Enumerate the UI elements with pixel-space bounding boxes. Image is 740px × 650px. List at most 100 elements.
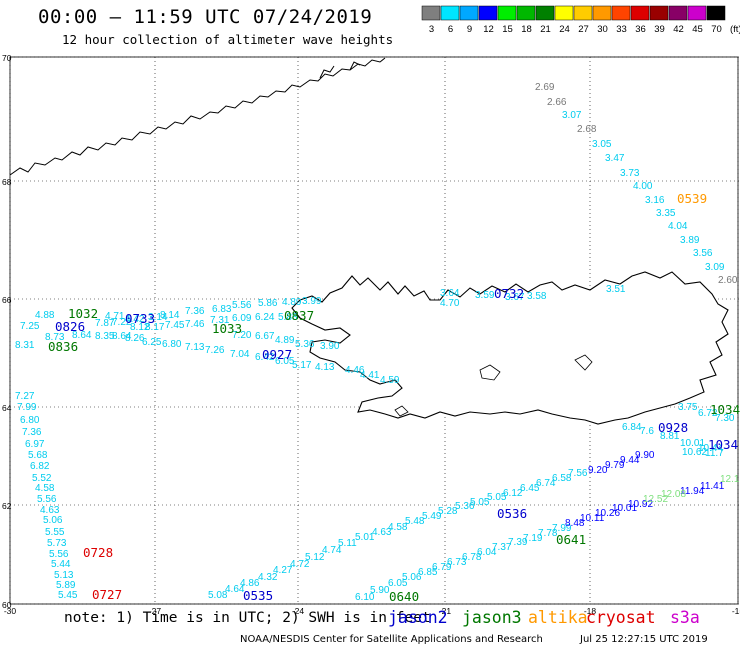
- wave-height-value: 10.26: [595, 508, 620, 519]
- wave-height-value: 12.08: [661, 489, 686, 500]
- wave-height-value: 4.63: [372, 527, 392, 538]
- wave-height-value: 4.13: [315, 362, 335, 373]
- wave-height-value: 5.73: [47, 538, 67, 549]
- wave-height-value: 9.79: [605, 460, 625, 471]
- wave-height-value: 6.80: [20, 415, 40, 426]
- legend-label: 30: [597, 24, 608, 35]
- wave-height-value: 3.14: [148, 312, 168, 323]
- wave-height-value: 4.89: [282, 297, 302, 308]
- wave-height-value: 6.04: [477, 547, 497, 558]
- wave-height-value: 3.16: [645, 195, 665, 206]
- wave-height-value: 7.22: [112, 317, 132, 328]
- track-e-coast: 3.756.727.30 6.847.6 8.8110.0110.4410.6211…: [622, 402, 735, 459]
- legend-swatch-15: [497, 5, 517, 21]
- legend-swatch-70: [706, 5, 726, 21]
- legend-swatch-36: [630, 5, 650, 21]
- legend-label: 27: [578, 24, 589, 35]
- wave-height-value: 6.25: [142, 337, 162, 348]
- wave-height-value: 5.56: [232, 300, 252, 311]
- lon-label: -24: [292, 606, 305, 616]
- wave-height-value: 6.42: [255, 352, 275, 363]
- wave-height-value: 3.73: [620, 168, 640, 179]
- wave-height-value: 7.37: [492, 542, 512, 553]
- wave-height-value: 6.58: [552, 473, 572, 484]
- legend-label: 3: [429, 24, 434, 35]
- lon-label: -30: [4, 606, 17, 616]
- pass-time-label: 0728: [83, 545, 113, 560]
- wave-height-value: 5.55: [45, 527, 65, 538]
- wave-height-value: 4.86: [240, 578, 260, 589]
- wave-height-value: 5.06: [402, 572, 422, 583]
- wave-height-value: 6.24: [255, 312, 275, 323]
- map-frame: [9, 56, 739, 605]
- wave-height-value: 7.30: [715, 413, 735, 424]
- wave-height-value: 4.63: [40, 505, 60, 516]
- lon-label: -27: [149, 606, 162, 616]
- wave-height-value: 7.45: [165, 320, 185, 331]
- wave-height-value: 3.99: [302, 296, 322, 307]
- legend-label: 36: [635, 24, 646, 35]
- wave-height-value: 6.85: [418, 567, 438, 578]
- wave-height-value: 8.26: [125, 333, 145, 344]
- wave-height-value: 6.74: [536, 478, 556, 489]
- wave-height-value: 8.73: [45, 332, 65, 343]
- satellite-cryosat: cryosat: [586, 608, 656, 627]
- wave-height-value: 6.72: [698, 408, 718, 419]
- legend-swatch-9: [459, 5, 479, 21]
- wave-height-value: 9.90: [635, 450, 655, 461]
- wave-height-value: 2.69: [535, 82, 555, 93]
- pass-time-label: 0535: [243, 588, 273, 603]
- wave-height-value: 7.56: [568, 468, 588, 479]
- legend-swatch-24: [554, 5, 574, 21]
- wave-height-value: 5.05: [487, 492, 507, 503]
- wave-height-value: 5.08: [208, 590, 228, 601]
- wave-height-value: 6.83: [212, 304, 232, 315]
- wave-height-value: 5.90: [370, 585, 390, 596]
- wave-height-value: 10.92: [628, 499, 653, 510]
- wave-height-value: 5.45: [58, 590, 78, 601]
- page-title: 00:00 – 11:59 UTC 07/24/2019: [38, 6, 373, 28]
- wave-height-value: 8.31: [15, 340, 35, 351]
- wave-height-value: 5.13: [54, 570, 74, 581]
- track-n-iceland: 3.644.70 3.59 3.67 3.58 3.51: [440, 284, 626, 309]
- wave-height-value: 8.12: [130, 322, 150, 333]
- wave-height-value: 3.90: [320, 341, 340, 352]
- wave-height-value: 11.94: [680, 486, 705, 497]
- wave-height-value: 7.78: [538, 528, 558, 539]
- greenland-fjord: [319, 61, 361, 79]
- wave-height-value: 7.27: [15, 391, 35, 402]
- legend-label: 12: [483, 24, 494, 35]
- wave-height-value: 8.48: [565, 518, 585, 529]
- wave-height-value: 5.12: [305, 552, 325, 563]
- wave-height-value: 3.64: [440, 288, 460, 299]
- wave-height-value: 4.64: [225, 584, 245, 595]
- wave-height-value: 10.62: [682, 447, 707, 458]
- wave-height-value: 3.05: [592, 139, 612, 150]
- legend-label: 21: [540, 24, 551, 35]
- wave-height-value: 6.05: [275, 356, 295, 367]
- wave-height-value: 7.87: [95, 318, 115, 329]
- legend-swatch-18: [516, 5, 536, 21]
- wave-height-value: 5.52: [32, 473, 52, 484]
- legend-swatch-45: [687, 5, 707, 21]
- legend-unit: (ft): [730, 24, 740, 35]
- pass-time-label: 0536: [497, 506, 527, 521]
- wave-height-value: 3.56: [693, 248, 713, 259]
- wave-height-value: 2.66: [547, 97, 567, 108]
- wave-height-value: 6.12: [503, 488, 523, 499]
- wave-height-value: 11.7: [705, 448, 724, 459]
- wave-height-value: 5.36: [455, 501, 475, 512]
- track-nw-e: 4.41 4.59: [360, 370, 400, 386]
- wave-height-value: 8.81: [660, 431, 680, 442]
- wave-height-tracks: 2.69 2.66 2.68 3.07 3.05 3.47 3.73 4.00 3.16 3.35…: [15, 82, 740, 603]
- track-nw-c: 8.73 8.64 8.358.648.266.25 6.80 7.13 7.26 7.04…: [45, 330, 365, 376]
- wave-height-value: 4.27: [273, 565, 293, 576]
- wave-height-value: 4.04: [668, 221, 688, 232]
- legend-swatch-42: [668, 5, 688, 21]
- wave-height-value: 6.79: [432, 562, 452, 573]
- legend-swatch-30: [592, 5, 612, 21]
- wave-height-value: 2.68: [577, 124, 597, 135]
- wave-height-value: 4.46: [345, 365, 365, 376]
